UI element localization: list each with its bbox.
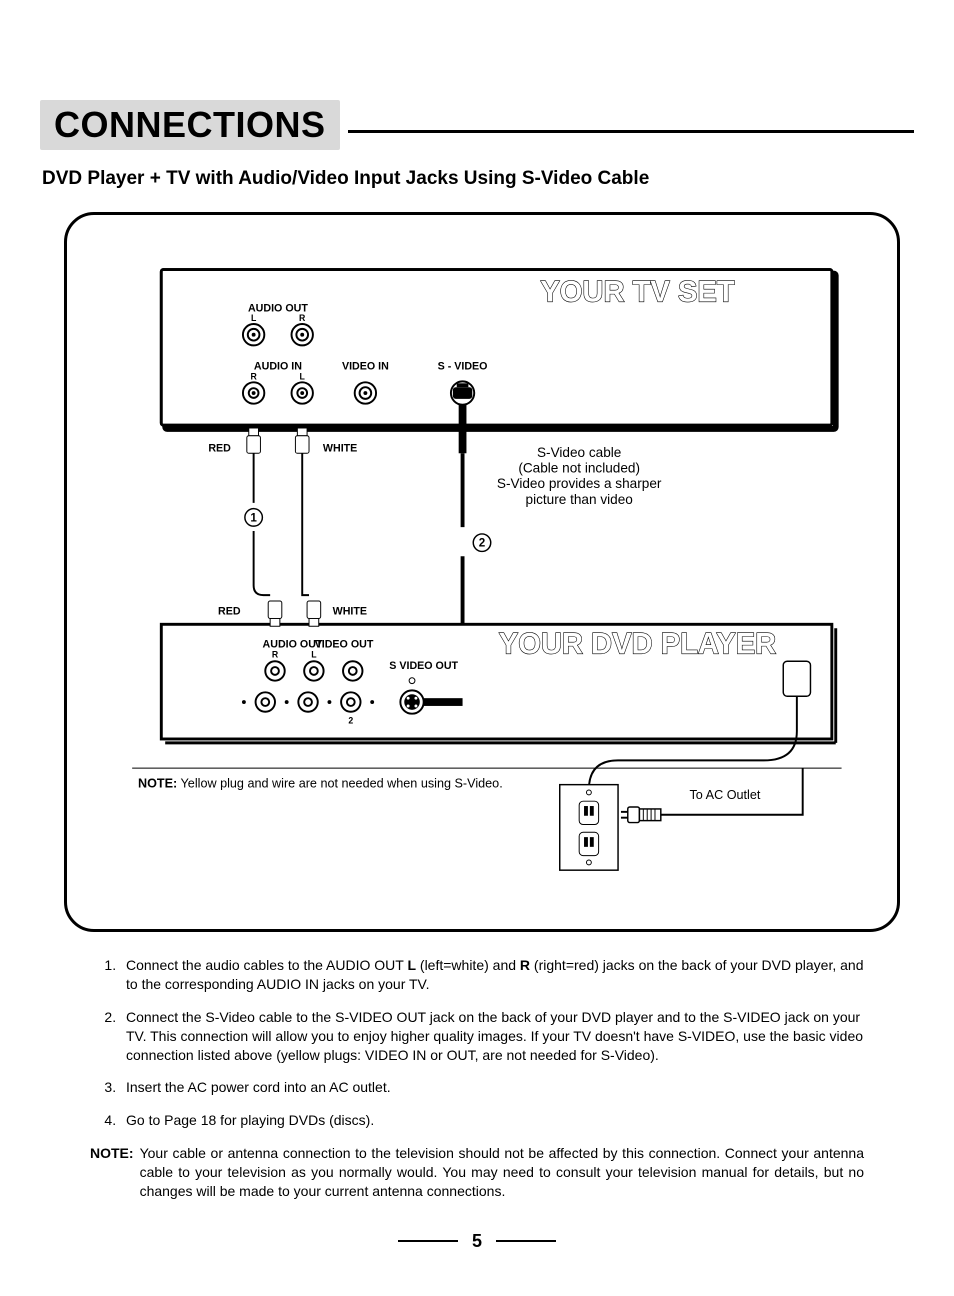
svideo-note-1: S-Video cable (537, 445, 621, 460)
rca-jack-icon (243, 324, 264, 345)
note-block: NOTE: Your cable or antenna connection t… (90, 1144, 864, 1201)
R-label: R (299, 313, 306, 323)
instruction-steps: Connect the audio cables to the AUDIO OU… (90, 956, 864, 1130)
svideo-jack-icon (400, 690, 423, 713)
rca-plug-icon (268, 601, 282, 626)
diagram-svg: YOUR TV SET AUDIO OUT L R AUDIO IN R L V… (103, 251, 861, 881)
port-2-label: 2 (348, 715, 353, 725)
rca-jack-icon (265, 661, 284, 680)
R-label3: R (272, 649, 279, 659)
audio-in-label: AUDIO IN (254, 361, 302, 373)
rca-jack-icon (341, 692, 360, 711)
step-1: Connect the audio cables to the AUDIO OU… (120, 956, 864, 994)
section-title-row: CONNECTIONS (40, 100, 914, 150)
step-3: Insert the AC power cord into an AC outl… (120, 1078, 864, 1097)
L-label3: L (311, 649, 317, 659)
rca-jack-icon (256, 692, 275, 711)
rca-plug-icon (295, 428, 309, 453)
rca-jack-icon (355, 382, 376, 403)
power-socket-icon (783, 661, 810, 696)
dvd-player-label: YOUR DVD PLAYER (499, 628, 776, 660)
section-subtitle: DVD Player + TV with Audio/Video Input J… (42, 168, 914, 190)
R-label2: R (250, 371, 257, 381)
svideo-out-label: S VIDEO OUT (389, 660, 458, 672)
svideo-jack-icon (451, 381, 474, 404)
video-out-label: VIDEO OUT (315, 639, 374, 651)
section-title: CONNECTIONS (40, 100, 340, 150)
tv-set-label: YOUR TV SET (540, 277, 734, 309)
title-rule (348, 130, 914, 133)
step-marker-2: 2 (473, 534, 490, 551)
L-label: L (251, 313, 257, 323)
rca-jack-icon (243, 382, 264, 403)
white-label-2: WHITE (333, 606, 367, 618)
connection-diagram: YOUR TV SET AUDIO OUT L R AUDIO IN R L V… (64, 212, 900, 932)
white-label: WHITE (323, 442, 357, 454)
note-body: Your cable or antenna connection to the … (140, 1144, 864, 1201)
ac-plug-icon (621, 807, 661, 823)
rca-jack-icon (292, 324, 313, 345)
rca-plug-icon (307, 601, 321, 626)
step-2: Connect the S-Video cable to the S-VIDEO… (120, 1008, 864, 1065)
svideo-label: S - VIDEO (438, 361, 488, 373)
note-key: NOTE: (90, 1144, 134, 1201)
rca-jack-icon (304, 661, 323, 680)
ac-outlet-icon (560, 785, 618, 871)
svideo-plug-icon (459, 405, 467, 454)
red-label-2: RED (218, 606, 241, 618)
red-label: RED (208, 442, 231, 454)
video-in-label: VIDEO IN (342, 361, 389, 373)
rca-jack-icon (343, 661, 362, 680)
rca-jack-icon (298, 692, 317, 711)
rca-jack-icon (292, 382, 313, 403)
ac-outlet-label: To AC Outlet (690, 788, 761, 802)
step-marker-1: 1 (245, 509, 262, 526)
rca-plug-icon (247, 428, 261, 453)
svg-text:2: 2 (479, 537, 486, 550)
L-label2: L (300, 371, 306, 381)
step-4: Go to Page 18 for playing DVDs (discs). (120, 1111, 864, 1130)
svideo-note-3: S-Video provides a sharper (497, 476, 662, 491)
svideo-note-4: picture than video (526, 492, 633, 507)
yellow-note: NOTE: Yellow plug and wire are not neede… (138, 777, 503, 791)
svg-text:1: 1 (250, 511, 257, 524)
svideo-note-2: (Cable not included) (518, 461, 640, 476)
page-number: 5 (40, 1231, 914, 1252)
